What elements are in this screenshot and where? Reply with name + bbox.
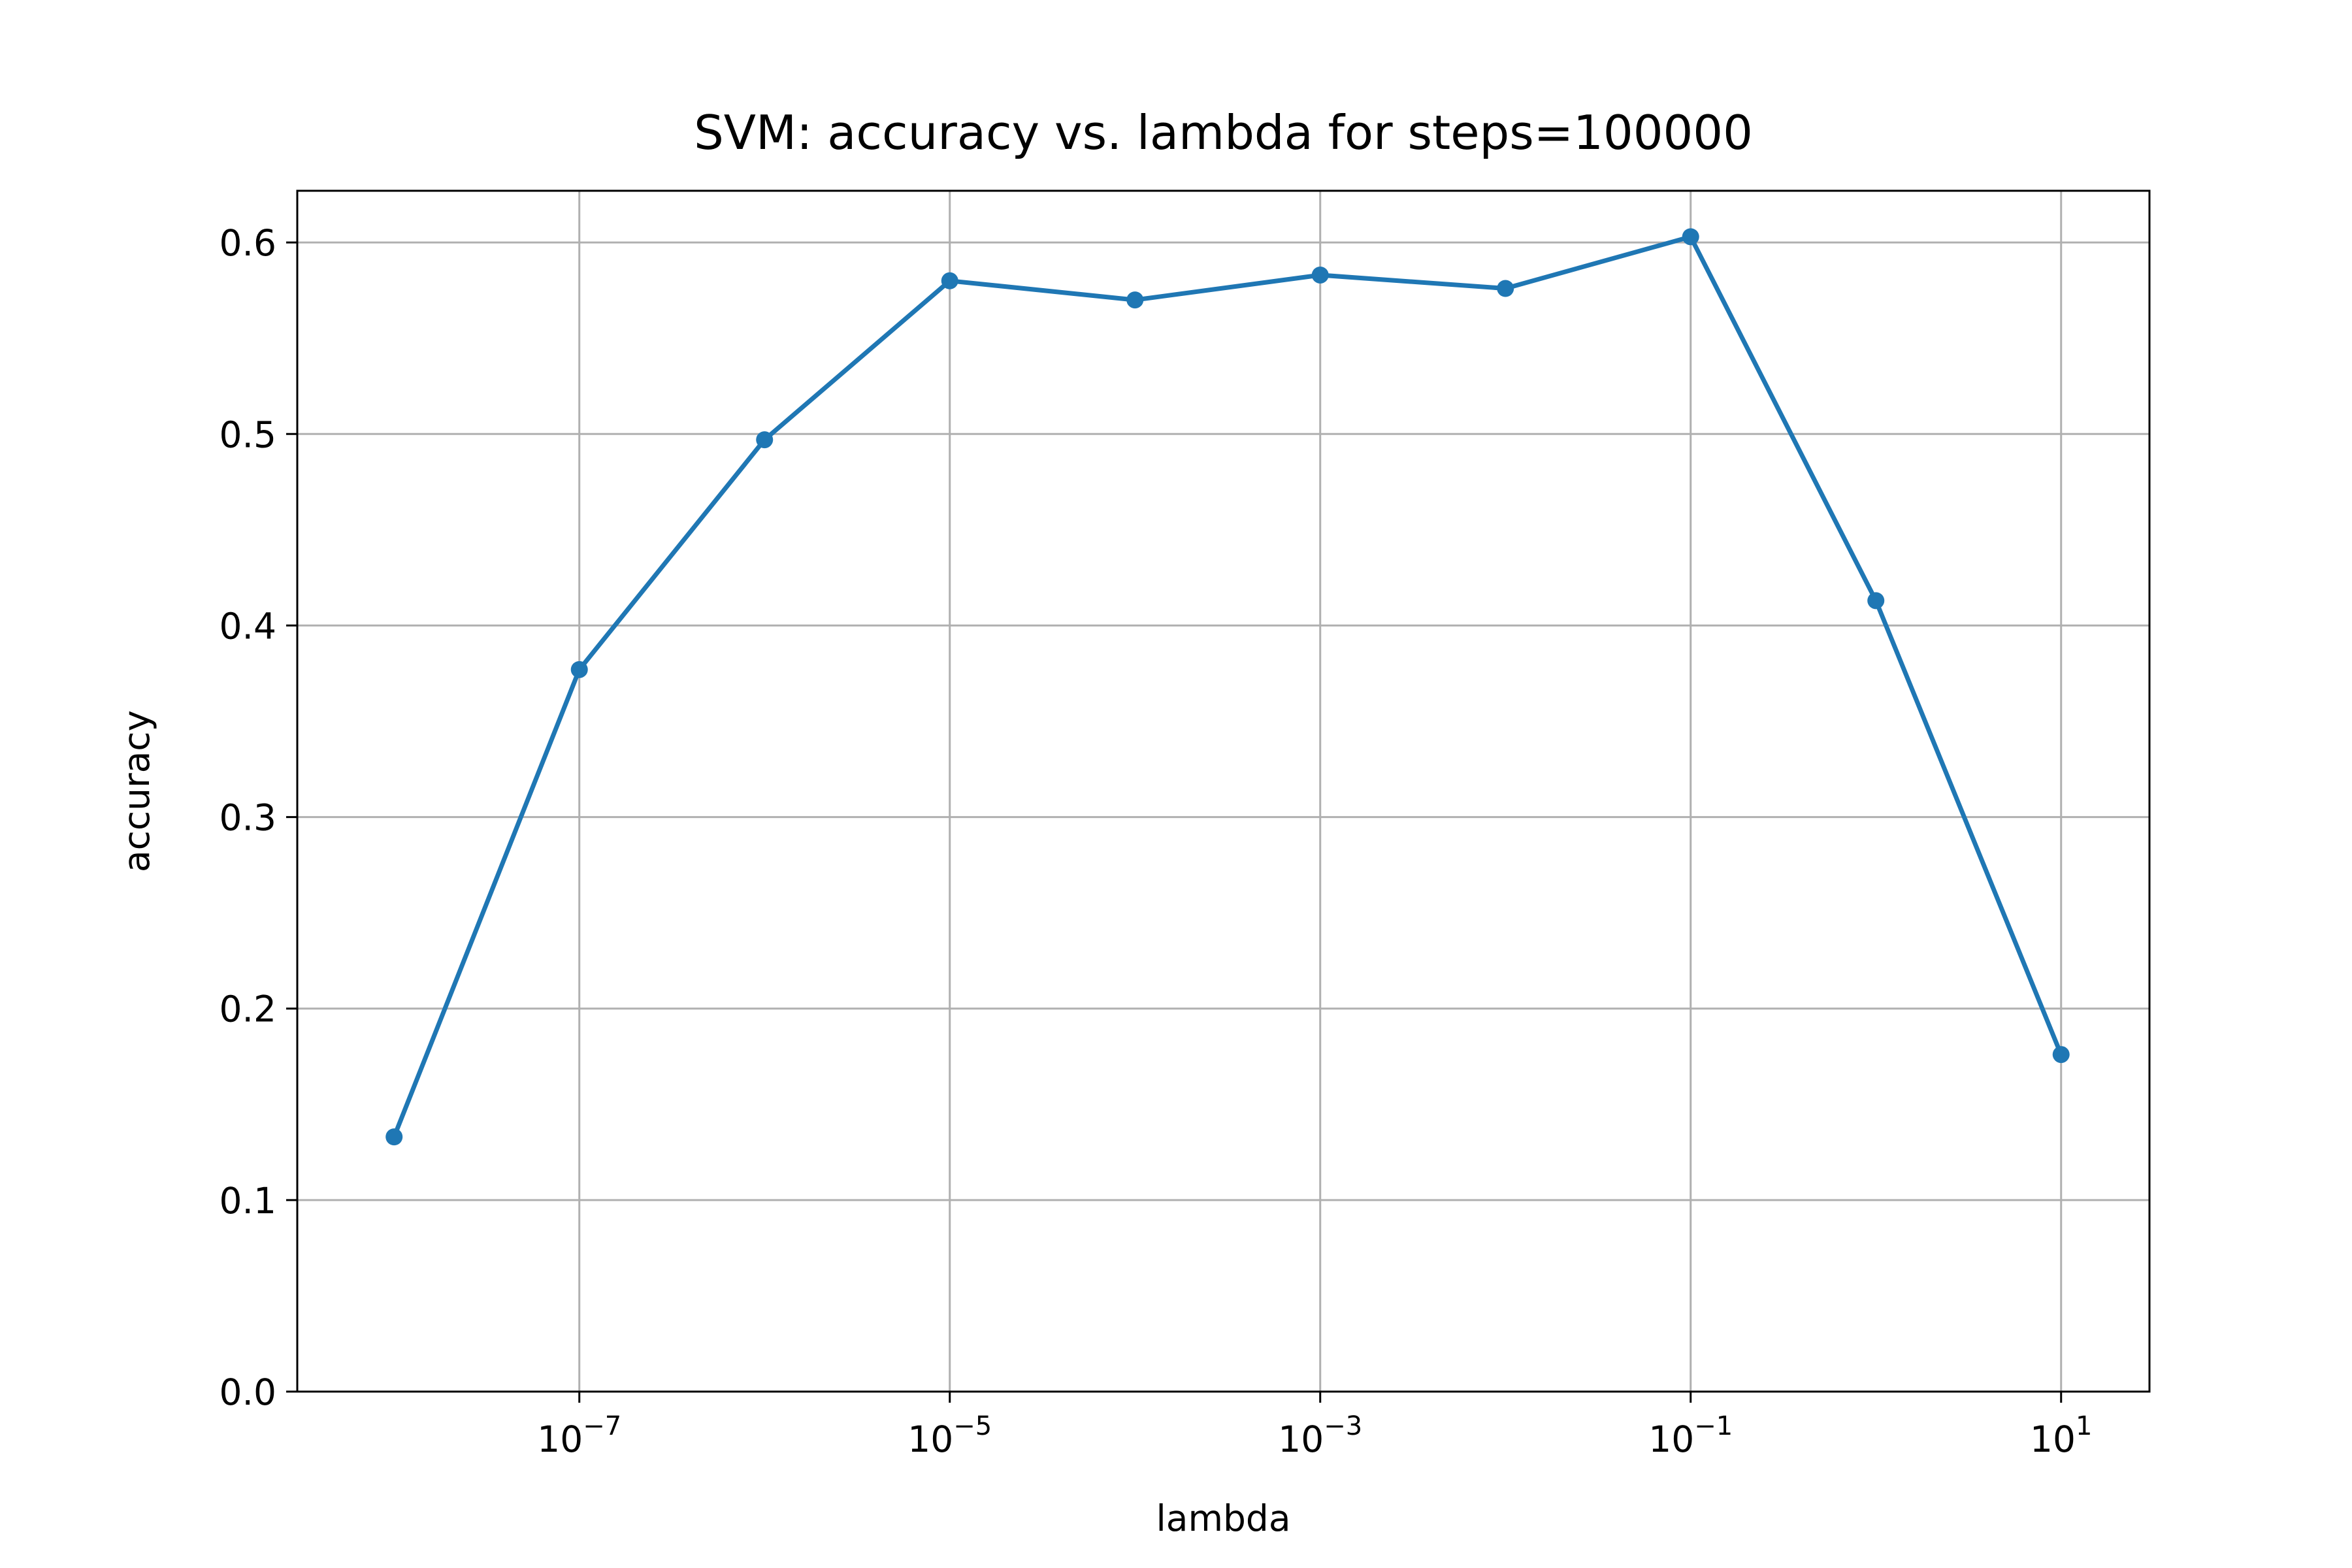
data-point — [570, 661, 588, 678]
data-point — [1867, 592, 1885, 610]
chart-title: SVM: accuracy vs. lambda for steps=10000… — [694, 105, 1753, 160]
data-point — [2052, 1046, 2070, 1064]
series-layer — [385, 228, 2070, 1146]
x-tick-label: 10−7 — [537, 1411, 621, 1460]
x-axis-label: lambda — [1156, 1497, 1290, 1539]
y-axis-label: accuracy — [116, 710, 157, 872]
y-tick-label: 0.6 — [220, 222, 276, 264]
data-point — [941, 272, 958, 289]
y-tick-label: 0.0 — [220, 1371, 276, 1413]
y-tick-label: 0.3 — [220, 797, 276, 839]
y-tick-label: 0.5 — [220, 414, 276, 455]
data-point — [385, 1128, 403, 1146]
y-tick-label: 0.2 — [220, 988, 276, 1030]
data-point — [1126, 291, 1144, 309]
y-tick-label: 0.1 — [220, 1180, 276, 1222]
ticks: 10−7 10−5 10−3 10−1 101 0.0 0.1 0.2 0.3 0.4 0.5 0.6 — [220, 222, 2093, 1460]
y-tick-label: 0.4 — [220, 605, 276, 647]
data-point — [1682, 228, 1699, 246]
data-point — [1311, 266, 1329, 284]
x-tick-label: 10−3 — [1278, 1411, 1362, 1460]
plot-frame — [296, 189, 2151, 1393]
series-line — [391, 234, 2065, 1140]
x-tick-label: 101 — [2030, 1411, 2092, 1460]
data-point — [1497, 280, 1514, 297]
data-point — [756, 431, 774, 449]
x-tick-label: 10−1 — [1648, 1411, 1733, 1460]
x-tick-label: 10−5 — [907, 1411, 992, 1460]
